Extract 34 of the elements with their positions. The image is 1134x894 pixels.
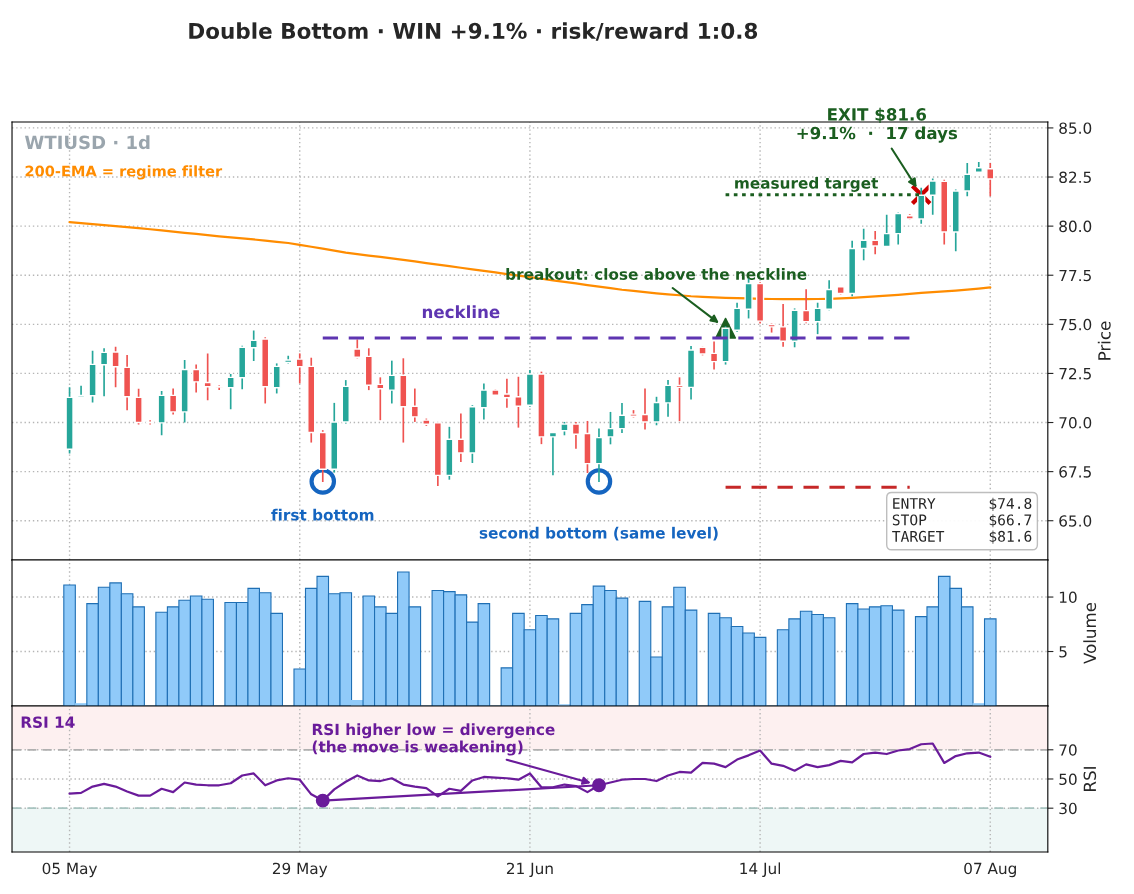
- text: second bottom (same level): [479, 526, 718, 541]
- y-tick-label: 50: [1059, 773, 1077, 786]
- text: WTIUSD · 1d: [24, 135, 150, 150]
- text: 200-EMA = regime filter: [25, 165, 223, 180]
- text: RSI higher low = divergence (the move is weakening): [312, 723, 555, 756]
- annotation: ENTRY $74.8 STOP $66.7 TARGET $81.6: [892, 497, 1032, 544]
- y-tick-label: 67.5: [1059, 466, 1091, 478]
- x-tick-label: 05 May: [42, 862, 98, 878]
- text: breakout: close above the neckline: [506, 268, 807, 280]
- y-axis-title: RSI: [1083, 767, 1097, 791]
- chart-title: Double Bottom · WIN +9.1% · risk/reward 1:0.8: [189, 22, 758, 41]
- y-tick-label: 85.0: [1059, 122, 1092, 134]
- x-tick-label: 07 Aug: [964, 862, 1016, 878]
- y-tick-label: 82.5: [1059, 171, 1091, 184]
- y-tick-label: 70.0: [1059, 416, 1092, 429]
- y-tick-label: 65.0: [1059, 515, 1092, 527]
- text: EXIT $81.6 +9.1% · 17 days: [797, 107, 958, 143]
- legend-label: measured target: [735, 177, 879, 192]
- text: RSI 14: [21, 716, 75, 728]
- x-tick-label: 21 Jun: [506, 862, 553, 878]
- y-axis-title: Price: [1097, 321, 1111, 360]
- y-tick-label: 5: [1059, 646, 1067, 658]
- y-axis-title: Volume: [1083, 602, 1097, 664]
- y-tick-label: 80.0: [1059, 220, 1092, 233]
- series-label: neckline: [422, 305, 500, 319]
- y-tick-label: 72.5: [1059, 367, 1091, 380]
- y-tick-label: 77.5: [1059, 269, 1091, 282]
- y-tick-label: 70: [1059, 744, 1077, 756]
- x-tick-label: 14 Jul: [740, 862, 781, 878]
- y-tick-label: 10: [1059, 591, 1077, 604]
- y-tick-label: 30: [1059, 802, 1077, 815]
- y-tick-label: 75.0: [1059, 318, 1092, 331]
- x-tick-label: 29 May: [272, 862, 328, 878]
- series-label: first bottom: [271, 508, 374, 521]
